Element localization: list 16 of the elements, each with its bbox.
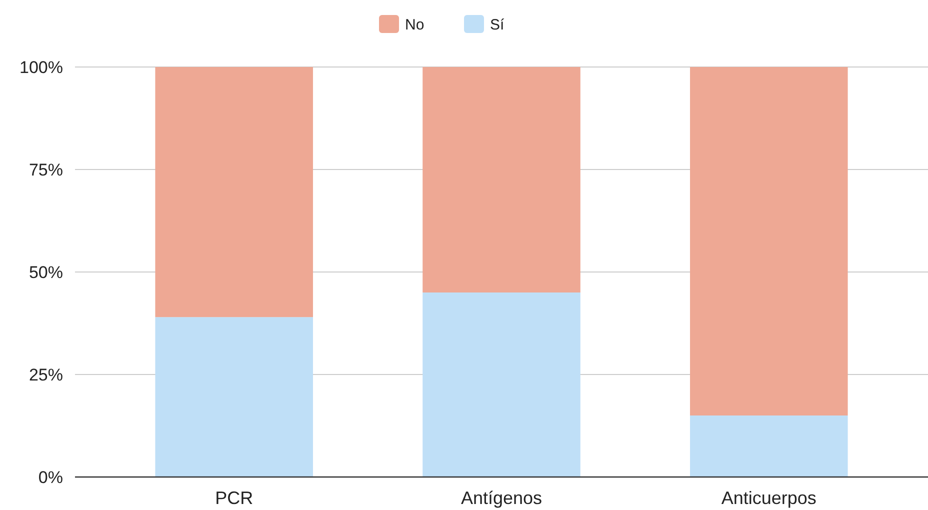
y-tick-label: 50% [28, 262, 63, 282]
y-tick-label: 25% [28, 365, 63, 384]
y-tick-label: 75% [28, 160, 63, 180]
y-tick-label: 100% [20, 58, 63, 77]
bar [690, 67, 848, 416]
legend-label: No [405, 16, 424, 34]
y-tick-label: 0% [38, 468, 63, 487]
bar [155, 317, 313, 477]
x-tick-label: Antígenos [460, 488, 542, 508]
bar [422, 292, 580, 477]
x-tick-label: PCR [215, 488, 254, 508]
bar [690, 416, 848, 477]
bar [155, 67, 313, 318]
x-tick-label: Anticuerpos [721, 488, 816, 508]
legend-label: Sí [490, 16, 506, 34]
bar [422, 67, 580, 292]
